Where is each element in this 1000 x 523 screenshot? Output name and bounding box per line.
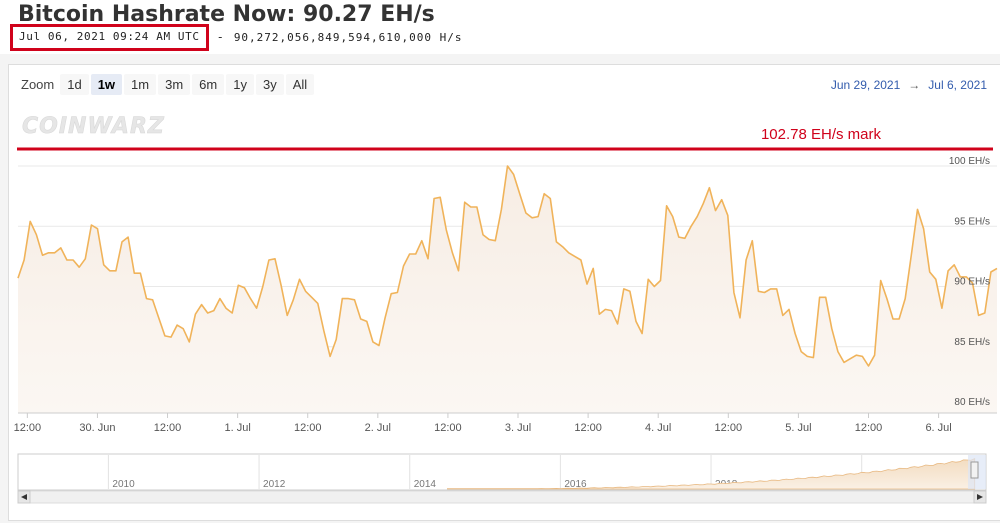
hashrate-line	[17, 165, 998, 367]
hashrate-hs-value: 90,272,056,849,594,610,000 H/s	[233, 30, 463, 44]
range-arrow: →	[908, 78, 921, 92]
x-tick-label: 12:00	[715, 422, 743, 434]
zoom-1m-button[interactable]: 1m	[124, 74, 157, 95]
zoom-6m-button[interactable]: 6m	[192, 74, 225, 95]
navigator-scrollbar[interactable]	[17, 490, 987, 504]
y-axis: 80 EH/s 85 EH/s 90 EH/s 95 EH/s 100 EH/s	[949, 156, 990, 408]
x-tick-label: 5. Jul	[785, 422, 811, 434]
navigator-year-label: 2014	[414, 479, 437, 490]
zoom-toolbar: Zoom 1d 1w 1m 3m 6m 1y 3y All	[21, 74, 316, 95]
x-tick-label: 12:00	[574, 422, 602, 434]
date-range: Jun 29, 2021 → Jul 6, 2021	[831, 78, 987, 92]
watermark-text: COINWARZ	[22, 114, 165, 139]
navigator: 201020122014201620182020	[17, 453, 987, 491]
zoom-label: Zoom	[21, 77, 55, 92]
y-tick-label: 80 EH/s	[954, 397, 990, 408]
navigator-year-label: 2010	[112, 479, 135, 490]
navigator-year-label: 2012	[263, 479, 286, 490]
timestamp-highlight: Jul 06, 2021 09:24 AM UTC	[10, 23, 209, 51]
navigator-area	[447, 457, 976, 490]
separator-dash: -	[216, 30, 224, 44]
zoom-1w-button[interactable]: 1w	[90, 74, 123, 95]
timestamp: Jul 06, 2021 09:24 AM UTC	[19, 29, 200, 43]
arrow-right-icon	[977, 494, 983, 500]
zoom-3m-button[interactable]: 3m	[158, 74, 191, 95]
x-tick-label: 2. Jul	[365, 422, 391, 434]
subline: Jul 06, 2021 09:24 AM UTC - 90,272,056,8…	[10, 23, 463, 51]
range-from-date[interactable]: Jun 29, 2021	[830, 78, 901, 92]
watermark-logo: COINWARZ	[22, 114, 165, 140]
x-tick-label: 30. Jun	[79, 422, 115, 434]
x-tick-label: 12:00	[294, 422, 322, 434]
navigator-year-label: 2016	[564, 479, 587, 490]
scrollbar-track[interactable]	[17, 490, 987, 504]
zoom-1d-button[interactable]: 1d	[60, 74, 89, 95]
zoom-all-button[interactable]: All	[285, 74, 315, 95]
x-tick-label: 4. Jul	[645, 422, 671, 434]
x-axis: 12:00 30. Jun 12:00 1. Jul 12:00 2. Jul 12:00 3…	[14, 412, 997, 434]
zoom-3y-button[interactable]: 3y	[255, 74, 284, 95]
x-tick-label: 12:00	[434, 422, 462, 434]
y-tick-label: 85 EH/s	[954, 337, 990, 348]
page-title: Bitcoin Hashrate Now: 90.27 EH/s	[18, 2, 435, 27]
header: Bitcoin Hashrate Now: 90.27 EH/s Jul 06,…	[0, 0, 1000, 54]
x-tick-label: 12:00	[14, 422, 42, 434]
mark-label: 102.78 EH/s mark	[761, 126, 882, 143]
x-tick-label: 12:00	[855, 422, 883, 434]
mark-line-group: 102.78 EH/s mark	[17, 126, 993, 151]
x-tick-label: 6. Jul	[925, 422, 951, 434]
hashrate-area	[18, 166, 997, 413]
x-tick-label: 12:00	[154, 422, 182, 434]
zoom-1y-button[interactable]: 1y	[226, 74, 254, 95]
y-tick-label: 90 EH/s	[954, 277, 990, 288]
arrow-left-icon	[21, 494, 27, 500]
navigator-handle[interactable]	[970, 461, 979, 479]
plot-area	[17, 165, 998, 413]
x-tick-label: 1. Jul	[224, 422, 250, 434]
y-tick-label: 100 EH/s	[949, 156, 990, 167]
y-tick-label: 95 EH/s	[954, 216, 990, 227]
range-to-date[interactable]: Jul 6, 2021	[928, 78, 987, 92]
x-tick-label: 3. Jul	[505, 422, 531, 434]
